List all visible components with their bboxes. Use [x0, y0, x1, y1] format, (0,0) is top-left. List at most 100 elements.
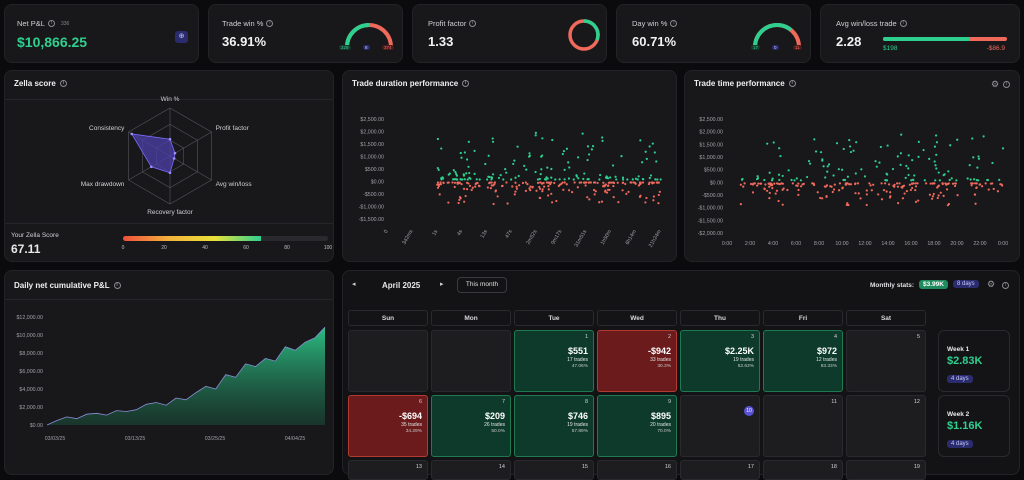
scatter-point — [984, 182, 987, 185]
calendar-day[interactable]: 8 $746 19 trades 57.89% — [514, 395, 594, 457]
scatter-point — [612, 184, 615, 188]
scatter-point — [459, 197, 462, 200]
calendar-day[interactable]: 5 — [846, 330, 926, 392]
scatter-point — [468, 171, 471, 175]
calendar-day[interactable]: 11 — [763, 395, 843, 457]
calendar-day[interactable]: 12 — [846, 395, 926, 457]
scatter-point — [547, 188, 550, 191]
scatter-point — [807, 160, 811, 163]
scatter-point — [837, 189, 841, 192]
calculator-icon[interactable]: ⊕ — [175, 31, 188, 43]
radar-point — [172, 157, 176, 160]
scatter-point — [459, 151, 462, 155]
scatter-point — [575, 174, 578, 177]
scatter-point — [474, 185, 477, 188]
scatter-point — [751, 191, 755, 194]
x-tick-label: 47s — [504, 229, 514, 240]
scatter-point — [771, 186, 774, 190]
radar-point — [168, 137, 172, 141]
x-tick-label: 18:00 — [927, 241, 940, 247]
day-win-value: 60.71% — [632, 34, 677, 49]
info-icon[interactable]: i — [1003, 81, 1010, 88]
scatter-point — [492, 202, 495, 206]
calendar-day[interactable]: 14 — [431, 460, 511, 480]
y-tick-label: -$500.00 — [702, 193, 723, 199]
info-icon[interactable]: i — [47, 20, 55, 27]
scatter-point — [541, 190, 544, 193]
scatter-point — [517, 174, 520, 178]
scatter-point — [604, 183, 608, 186]
next-month-button[interactable]: ▸ — [440, 281, 444, 288]
scatter-point — [620, 155, 623, 158]
scatter-point — [929, 182, 932, 185]
day-number: 18 — [830, 464, 837, 470]
scatter-point — [808, 162, 812, 165]
scatter-point — [766, 189, 769, 192]
scatter-point — [819, 196, 822, 200]
scatter-point — [490, 181, 493, 184]
calendar-day[interactable]: 7 $209 26 trades 50.0% — [431, 395, 511, 457]
scatter-point — [439, 183, 442, 186]
settings-gear-icon[interactable]: ⚙ — [991, 79, 1000, 89]
scatter-point — [534, 134, 537, 137]
scatter-point — [551, 138, 554, 142]
info-icon[interactable]: i — [899, 20, 907, 27]
calendar-day[interactable]: 3 $2.25K 19 trades 52.63% — [680, 330, 760, 392]
scatter-point — [500, 184, 504, 188]
scatter-point — [652, 181, 655, 184]
calendar-day[interactable]: 19 — [846, 460, 926, 480]
calendar-day[interactable]: 6 -$694 35 trades 34.29% — [348, 395, 428, 457]
day-trades: 19 trades — [733, 357, 754, 363]
info-icon[interactable]: i — [462, 80, 470, 87]
info-icon[interactable]: i — [113, 282, 121, 289]
info-icon[interactable]: i — [670, 20, 678, 27]
scatter-point — [832, 174, 835, 177]
calendar-day[interactable]: 9 $895 20 trades 70.0% — [597, 395, 677, 457]
scatter-point — [474, 182, 477, 186]
scatter-point — [975, 186, 978, 189]
prev-month-button[interactable]: ◂ — [352, 281, 356, 288]
scatter-point — [612, 195, 615, 199]
avg-win-loss-bar — [883, 37, 1007, 41]
info-icon[interactable]: i — [266, 20, 274, 27]
scatter-point — [969, 178, 972, 181]
calendar-day[interactable]: 2 -$942 33 trades 30.3% — [597, 330, 677, 392]
scatter-point — [872, 183, 875, 186]
info-icon[interactable]: i — [469, 20, 477, 27]
scatter-point — [912, 178, 915, 182]
scatter-point — [763, 187, 766, 190]
day-number: 1 — [584, 334, 588, 340]
calendar-day[interactable]: 10 — [680, 395, 760, 457]
info-icon[interactable]: i — [1002, 282, 1009, 289]
calendar-day[interactable]: 16 — [597, 460, 677, 480]
calendar-day[interactable]: 17 — [680, 460, 760, 480]
calendar-day[interactable] — [348, 330, 428, 392]
calendar-day[interactable] — [431, 330, 511, 392]
scatter-point — [499, 174, 502, 177]
settings-gear-icon[interactable]: ⚙ — [987, 279, 996, 289]
scatter-point — [806, 175, 809, 179]
scatter-point — [592, 188, 596, 192]
info-icon[interactable]: i — [788, 80, 796, 87]
calendar-day[interactable]: 15 — [514, 460, 594, 480]
this-month-button[interactable]: This month — [457, 277, 507, 293]
calendar-day[interactable]: 1 $551 17 trades 47.06% — [514, 330, 594, 392]
scatter-point — [550, 201, 554, 204]
weekday-header: Tue — [514, 310, 594, 326]
info-icon[interactable]: i — [59, 80, 67, 87]
scatter-point — [518, 184, 521, 187]
scatter-point — [799, 185, 803, 188]
scatter-point — [523, 164, 526, 167]
radar-axis-label: Consistency — [89, 125, 125, 132]
calendar-day[interactable]: 13 — [348, 460, 428, 480]
radar-axis-label: Profit factor — [216, 125, 250, 132]
calendar-day[interactable]: 4 $972 12 trades 83.33% — [763, 330, 843, 392]
calendar-day[interactable]: 18 — [763, 460, 843, 480]
scatter-point — [641, 161, 644, 164]
net-pnl-value: $10,866.25 — [17, 34, 88, 50]
weekday-header: Sat — [846, 310, 926, 326]
zella-scale-tick: 60 — [243, 245, 249, 251]
scatter-point — [874, 160, 877, 163]
scatter-point — [494, 189, 498, 192]
week-label: Week 1 — [947, 346, 970, 353]
